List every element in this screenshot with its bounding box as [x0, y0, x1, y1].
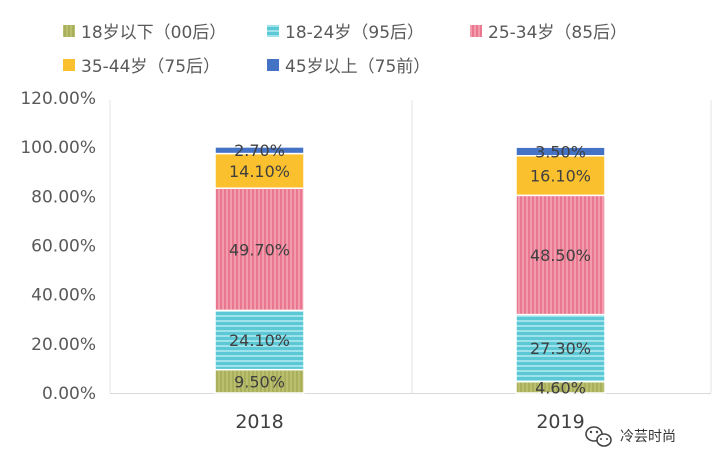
legend-item-35-44: 35-44岁（75后） — [63, 57, 220, 77]
legend-label-under-18: 18岁以下（00后） — [81, 23, 226, 43]
bar-segment — [214, 309, 305, 371]
bar-segment — [214, 152, 305, 189]
legend-swatch-35-44 — [63, 59, 75, 71]
y-tick-label: 0.00% — [42, 384, 96, 404]
legend-label-35-44: 35-44岁（75后） — [81, 57, 220, 77]
legend-item-under-18: 18岁以下（00后） — [63, 23, 226, 43]
data-label: 3.50% — [535, 142, 586, 161]
data-label: 27.30% — [530, 339, 591, 358]
legend-swatch-18-24 — [267, 25, 279, 37]
y-tick-label: 120.00% — [20, 89, 96, 109]
legend-label-25-34: 25-34岁（85后） — [488, 23, 627, 43]
y-tick-label: 20.00% — [31, 335, 96, 355]
legend-swatch-over-45 — [267, 59, 279, 71]
bar-segment — [515, 146, 606, 157]
bar-segment — [515, 155, 606, 197]
legend-swatch-under-18 — [63, 25, 75, 37]
data-label: 48.50% — [530, 246, 591, 265]
bars: 9.50% 24.10% 49.70% 14.10% 2.70% 4.60% 27.30% 4… — [214, 141, 606, 397]
legend-item-18-24: 18-24岁（95后） — [267, 23, 424, 43]
x-axis: 2018 2019 — [235, 411, 584, 433]
bar-segment — [214, 187, 305, 312]
y-tick-label: 40.00% — [31, 286, 96, 306]
bar-segment — [515, 313, 606, 383]
bar-segment — [214, 146, 305, 155]
watermark: 冷芸时尚 — [585, 426, 676, 447]
legend-label-18-24: 18-24岁（95后） — [285, 23, 424, 43]
data-label: 4.60% — [535, 378, 586, 397]
legend-label-over-45: 45岁以上（75前） — [285, 57, 430, 77]
y-tick-label: 80.00% — [31, 187, 96, 207]
legend-swatch-25-34 — [470, 25, 482, 37]
watermark-text: 冷芸时尚 — [620, 429, 676, 445]
data-label: 2.70% — [234, 141, 285, 160]
legend-item-over-45: 45岁以上（75前） — [267, 57, 430, 77]
legend: 18岁以下（00后） 18-24岁（95后） 25-34岁（85后） 35-44… — [63, 23, 627, 77]
x-tick-label: 2018 — [235, 411, 283, 433]
wechat-icon — [585, 426, 612, 447]
x-tick-label: 2019 — [536, 411, 584, 433]
y-tick-label: 100.00% — [20, 138, 96, 158]
data-label: 14.10% — [229, 162, 290, 181]
y-axis: 0.00% 20.00% 40.00% 60.00% 80.00% 100.00% 120.… — [20, 89, 96, 404]
data-label: 9.50% — [234, 372, 285, 391]
legend-item-25-34: 25-34岁（85后） — [470, 23, 627, 43]
bar-segment — [515, 194, 606, 316]
data-label: 16.10% — [530, 167, 591, 186]
data-label: 49.70% — [229, 240, 290, 259]
y-tick-label: 60.00% — [31, 237, 96, 257]
data-label: 24.10% — [229, 331, 290, 350]
category-separators — [109, 100, 712, 394]
